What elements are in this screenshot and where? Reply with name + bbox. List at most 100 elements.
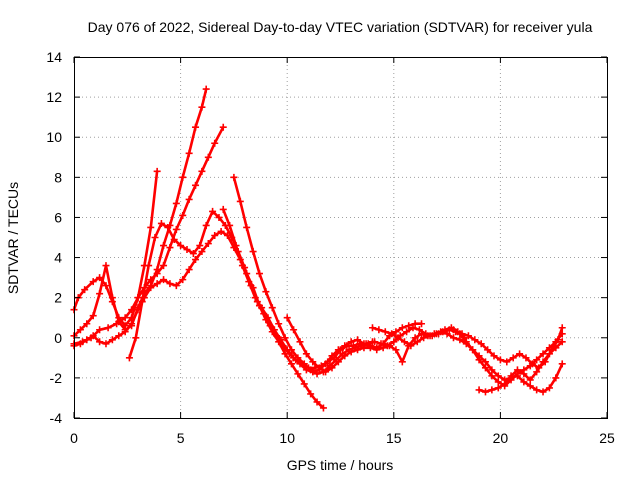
data-point bbox=[509, 354, 517, 362]
axis-ticks bbox=[73, 56, 608, 419]
data-point bbox=[189, 250, 197, 258]
data-point bbox=[249, 248, 257, 256]
data-point bbox=[533, 386, 541, 394]
y-tick-label: -4 bbox=[50, 410, 63, 426]
data-point bbox=[202, 221, 210, 229]
data-point bbox=[157, 219, 165, 227]
data-point bbox=[204, 153, 212, 161]
data-point bbox=[283, 314, 291, 322]
data-point bbox=[494, 378, 502, 386]
data-point bbox=[147, 284, 155, 292]
data-point bbox=[307, 390, 315, 398]
data-point bbox=[516, 350, 524, 358]
data-point bbox=[501, 380, 509, 388]
data-point bbox=[108, 294, 116, 302]
data-point bbox=[147, 276, 155, 284]
data-point bbox=[494, 372, 502, 380]
data-point bbox=[102, 282, 110, 290]
data-point bbox=[211, 139, 219, 147]
data-point bbox=[552, 338, 560, 346]
data-point bbox=[153, 280, 161, 288]
y-tick-label: 10 bbox=[46, 129, 62, 145]
data-point bbox=[313, 398, 321, 406]
data-point bbox=[354, 346, 362, 354]
data-point bbox=[102, 262, 110, 270]
data-point bbox=[526, 376, 534, 384]
series-layer bbox=[70, 85, 566, 412]
data-point bbox=[268, 304, 276, 312]
data-point bbox=[392, 328, 400, 336]
data-point bbox=[172, 199, 180, 207]
data-point bbox=[381, 328, 389, 336]
data-point bbox=[426, 332, 434, 340]
data-point bbox=[170, 236, 178, 244]
data-point bbox=[258, 304, 266, 312]
y-tick-label: -2 bbox=[50, 370, 63, 386]
data-point bbox=[153, 270, 161, 278]
data-point bbox=[226, 221, 234, 229]
data-point bbox=[368, 324, 376, 332]
data-point bbox=[405, 322, 413, 330]
data-point bbox=[96, 326, 104, 334]
data-point bbox=[347, 348, 355, 356]
y-tick-label: 2 bbox=[54, 290, 62, 306]
data-point bbox=[185, 195, 193, 203]
data-point bbox=[160, 242, 168, 250]
data-point bbox=[558, 338, 566, 346]
x-tick-label: 0 bbox=[70, 430, 78, 446]
data-point bbox=[513, 366, 521, 374]
series-arc-11 bbox=[475, 338, 566, 396]
data-point bbox=[183, 246, 191, 254]
data-point bbox=[411, 320, 419, 328]
data-point bbox=[89, 332, 97, 340]
data-point bbox=[102, 340, 110, 348]
data-point bbox=[160, 262, 168, 270]
data-point bbox=[488, 366, 496, 374]
data-point bbox=[364, 340, 372, 348]
data-point bbox=[125, 354, 133, 362]
data-point bbox=[328, 352, 336, 360]
data-point bbox=[160, 276, 168, 284]
data-point bbox=[166, 244, 174, 252]
data-point bbox=[153, 167, 161, 175]
data-point bbox=[245, 278, 253, 286]
data-point bbox=[328, 364, 336, 372]
data-point bbox=[277, 336, 285, 344]
data-point bbox=[238, 262, 246, 270]
data-point bbox=[373, 346, 381, 354]
data-point bbox=[132, 334, 140, 342]
data-point bbox=[177, 242, 185, 250]
data-point bbox=[503, 358, 511, 366]
data-point bbox=[198, 103, 206, 111]
data-point bbox=[409, 324, 417, 332]
data-point bbox=[202, 85, 210, 93]
data-point bbox=[76, 340, 84, 348]
series-arc-6 bbox=[219, 205, 426, 376]
data-point bbox=[494, 384, 502, 392]
data-point bbox=[481, 364, 489, 372]
data-point bbox=[522, 354, 530, 362]
data-point bbox=[179, 211, 187, 219]
data-point bbox=[300, 360, 308, 368]
data-point bbox=[172, 225, 180, 233]
y-tick-label: 0 bbox=[54, 330, 62, 346]
x-tick-label: 25 bbox=[599, 430, 615, 446]
data-point bbox=[172, 282, 180, 290]
data-point bbox=[475, 386, 483, 394]
data-point bbox=[469, 346, 477, 354]
x-tick-label: 20 bbox=[493, 430, 509, 446]
data-point bbox=[96, 338, 104, 346]
data-point bbox=[134, 294, 142, 302]
x-tick-label: 5 bbox=[177, 430, 185, 446]
data-point bbox=[488, 386, 496, 394]
data-point bbox=[236, 197, 244, 205]
data-point bbox=[526, 362, 534, 370]
data-point bbox=[552, 374, 560, 382]
data-point bbox=[255, 270, 263, 278]
data-point bbox=[432, 330, 440, 338]
data-point bbox=[89, 312, 97, 320]
data-point bbox=[121, 314, 129, 322]
data-point bbox=[420, 334, 428, 342]
data-point bbox=[230, 173, 238, 181]
data-point bbox=[456, 336, 464, 344]
